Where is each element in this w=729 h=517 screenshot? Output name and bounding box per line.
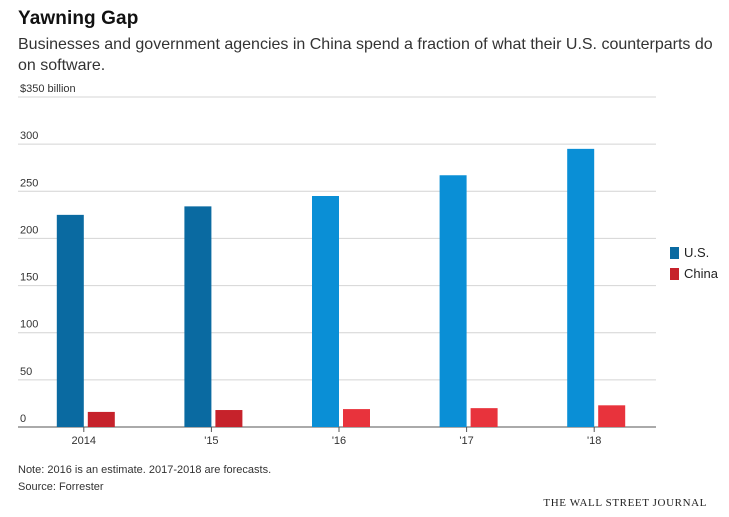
note-text: Note: 2016 is an estimate. 2017-2018 are…: [18, 464, 272, 476]
bar-china: [598, 405, 626, 427]
legend-item-us: U.S.: [670, 242, 718, 263]
bar-china: [87, 411, 115, 427]
chart-subtitle: Businesses and government agencies in Ch…: [18, 36, 713, 74]
legend-item-china: China: [670, 263, 718, 284]
legend-label-us: U.S.: [684, 245, 710, 260]
y-tick-label: 0: [20, 413, 26, 425]
bar-china: [343, 409, 370, 427]
publisher-logo: THE WALL STREET JOURNAL: [543, 497, 707, 509]
y-tick-label: 200: [20, 224, 38, 236]
bar-us: [312, 196, 339, 427]
legend-label-china: China: [684, 266, 718, 281]
y-tick-label: 150: [20, 272, 38, 284]
x-tick-label: 2014: [72, 435, 96, 447]
x-tick-label: '18: [587, 435, 601, 447]
bar-china: [215, 410, 243, 427]
y-tick-label: 100: [20, 319, 38, 331]
y-tick-label: $350 billion: [20, 83, 76, 95]
x-tick-label: '17: [459, 435, 473, 447]
bar-us: [567, 148, 595, 427]
footnote: Note: 2016 is an estimate. 2017-2018 are…: [18, 462, 271, 496]
y-tick-label: 250: [20, 177, 38, 189]
y-tick-label: 300: [20, 130, 38, 142]
bar-us: [56, 214, 84, 427]
bar-us: [184, 206, 212, 427]
legend-swatch-us: [670, 246, 679, 259]
source-text: Source: Forrester: [18, 481, 104, 493]
legend-swatch-china: [670, 267, 679, 280]
bar-china: [470, 408, 498, 427]
x-tick-label: '16: [332, 435, 346, 447]
bar-us: [439, 175, 467, 427]
legend: U.S. China: [670, 242, 718, 284]
y-tick-label: 50: [20, 366, 32, 378]
x-tick-label: '15: [204, 435, 218, 447]
chart-title: Yawning Gap: [18, 8, 139, 29]
